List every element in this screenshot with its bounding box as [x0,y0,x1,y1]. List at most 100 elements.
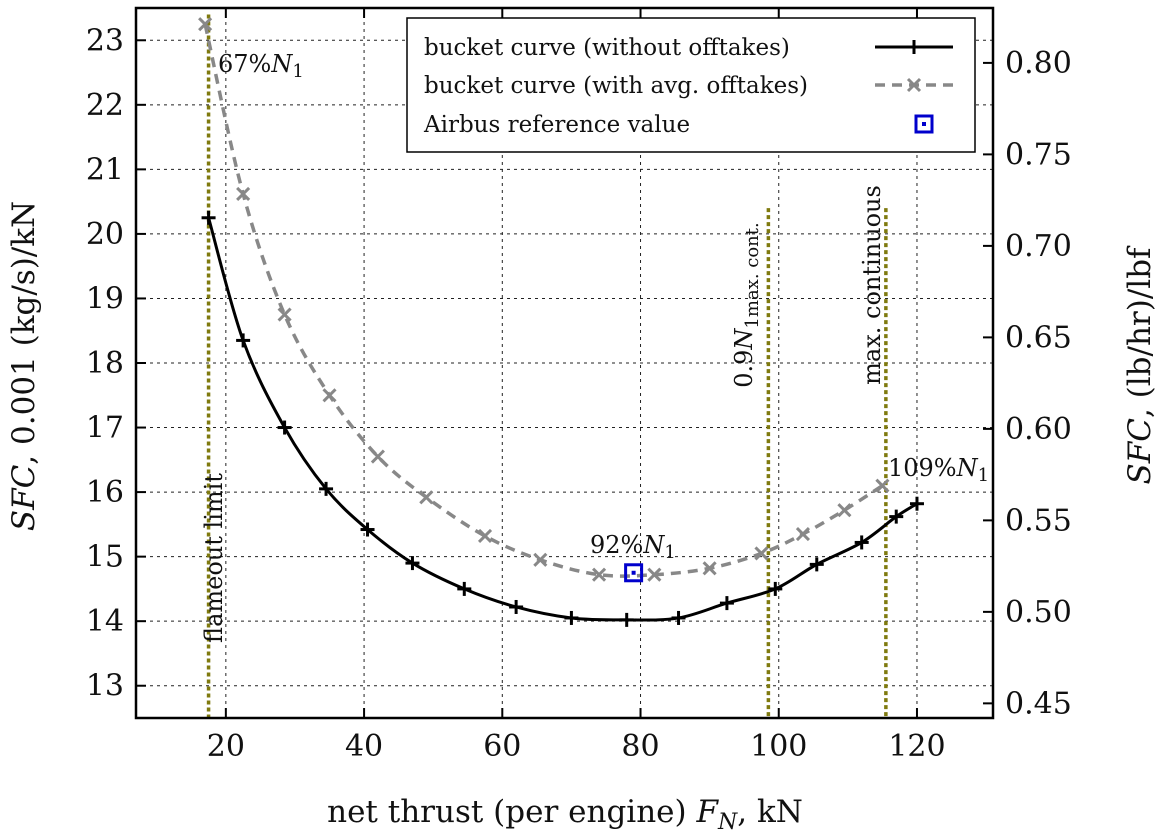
vertical-limit-lines [206,14,888,718]
y-left-tick-label: 17 [86,411,124,446]
data-point-cross [795,526,811,542]
max-cont-09n1-sub: 1 [742,317,763,328]
y-right-tick-label: 0.80 [1005,46,1072,81]
marker-stroke [277,307,292,322]
airbus-reference-marker-center [631,570,636,575]
x-axis-label-unit: , kN [737,794,803,830]
max-cont-09n1-main: 0.9 [730,350,758,388]
data-point-plus [619,612,634,627]
marker-stroke [591,567,607,582]
legend-swatches [875,40,953,134]
data-point-cross [591,567,607,582]
annotation-67-prefix: 67% [218,50,271,78]
data-point-cross [533,552,548,567]
y-axis-right-label: SFC, (lb/hr)/lbf [1122,245,1158,485]
y-left-tick-label: 13 [86,669,124,704]
data-point-cross [477,528,493,544]
annotation-67-n1: 67%N1 [218,50,304,82]
y-left-tick-label: 19 [86,281,124,316]
annotation-109-n1: 109%N1 [888,454,989,486]
data-point-cross [647,567,662,582]
data-point-plus [909,496,924,511]
y-right-tick-label: 0.50 [1005,595,1072,630]
y-right-tick-label: 0.70 [1005,229,1072,264]
marker-stroke [322,388,337,403]
legend-swatch-airbus-reference [914,114,934,134]
data-point-cross [419,490,434,505]
data-point-cross [875,478,890,493]
data-point-plus [201,210,216,225]
data-point-plus [854,535,869,550]
x-axis-label-symbol: F [695,794,719,830]
x-axis-label-main: net thrust (per engine) [327,794,696,830]
y-right-tick-label: 0.65 [1005,320,1072,355]
legend: bucket curve (without offtakes) bucket c… [406,17,976,153]
y-right-tick-label: 0.55 [1005,503,1072,538]
y-left-tick-label: 21 [86,152,124,187]
x-axis-label-subscript: N [717,810,738,835]
annotation-109-sub: 1 [978,465,989,486]
max-cont-09n1-label: 0.9N1max. cont. [730,222,763,388]
data-point-plus [405,556,420,571]
y-axis-left-rest: , 0.001 (kg/s)/kN [6,201,42,465]
series-line-without-offtakes [207,217,918,622]
max-continuous-label: max. continuous [858,185,886,385]
data-point-cross [322,388,337,403]
y-left-tick-label: 18 [86,346,124,381]
max-cont-09n1-subscript: max. cont. [742,222,763,317]
marker-stroke [236,186,251,201]
data-point-cross [277,307,292,322]
legend-entry-with-offtakes: bucket curve (with avg. offtakes) [424,73,808,99]
marker-stroke [837,503,852,518]
annotation-92-prefix: 92% [590,531,643,559]
data-point-plus [889,509,904,524]
annotation-92-symbol: N [642,531,665,559]
data-point-cross [198,17,213,32]
y-left-tick-label: 23 [86,23,124,58]
x-tick-label: 120 [888,729,945,764]
y-axis-right-rest: , (lb/hr)/lbf [1122,245,1158,418]
y-left-tick-label: 16 [86,475,124,510]
data-point-plus [360,522,375,537]
x-tick-label: 60 [483,729,521,764]
y-left-tick-label: 14 [86,604,124,639]
x-axis-label: net thrust (per engine) FN, kN [327,794,803,835]
airbus-reference-marker [624,563,644,583]
data-point-plus [319,481,334,496]
data-point-cross [370,449,385,464]
marker-stroke [533,552,548,567]
y-right-tick-label: 0.60 [1005,412,1072,447]
x-tick-label: 100 [750,729,807,764]
marker-stroke [906,77,922,93]
data-point-plus [457,581,472,596]
data-point-plus [236,333,251,348]
annotation-109-prefix: 109% [888,454,957,482]
marker-stroke [875,478,890,493]
marker-stroke [647,567,662,582]
series-layer [203,23,918,622]
annotation-67-sub: 1 [292,61,303,82]
legend-entry-without-offtakes: bucket curve (without offtakes) [424,35,790,61]
annotation-109-symbol: N [956,454,979,482]
annotation-92-sub: 1 [664,542,675,563]
marker-layer [198,17,924,627]
marker-stroke [477,528,493,544]
data-point-plus [277,420,292,435]
data-point-cross [702,561,717,576]
marker-stroke [795,526,811,542]
data-point-plus [768,581,783,596]
y-left-tick-label: 15 [86,540,124,575]
marker-stroke [370,449,385,464]
y-right-tick-label: 0.45 [1005,686,1072,721]
data-point-cross [837,503,852,518]
series-line-with-offtakes [203,23,884,578]
y-axis-left-symbol: SFC [6,464,42,531]
y-left-tick-label: 20 [86,217,124,252]
marker-stroke [754,546,769,561]
data-point-cross [906,77,922,93]
data-point-plus [809,557,824,572]
data-point-plus [907,40,921,54]
marker-stroke [702,561,717,576]
y-axis-left-label: SFC, 0.001 (kg/s)/kN [6,201,42,531]
